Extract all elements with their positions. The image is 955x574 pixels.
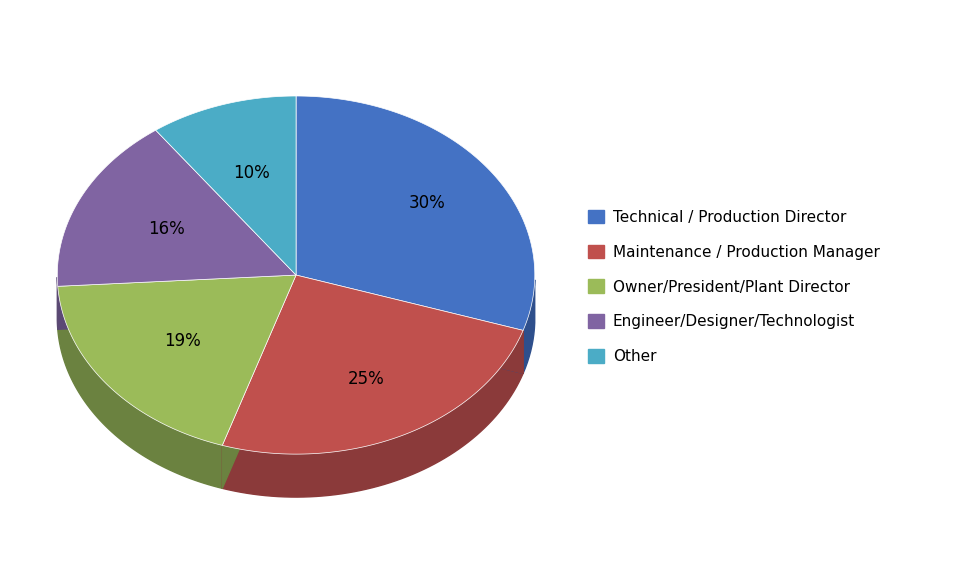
- Polygon shape: [223, 275, 296, 488]
- Polygon shape: [156, 96, 296, 275]
- Polygon shape: [223, 275, 523, 454]
- Legend: Technical / Production Director, Maintenance / Production Manager, Owner/Preside: Technical / Production Director, Mainten…: [581, 202, 887, 372]
- Polygon shape: [523, 280, 535, 373]
- Polygon shape: [296, 275, 523, 373]
- Polygon shape: [223, 275, 296, 488]
- Polygon shape: [57, 275, 296, 329]
- Text: 10%: 10%: [233, 164, 270, 182]
- Text: 30%: 30%: [409, 195, 446, 212]
- Polygon shape: [296, 96, 535, 331]
- Polygon shape: [57, 275, 296, 445]
- Text: 19%: 19%: [164, 332, 202, 350]
- Text: 25%: 25%: [349, 370, 385, 388]
- Polygon shape: [57, 130, 296, 286]
- Polygon shape: [296, 275, 523, 373]
- Polygon shape: [57, 286, 223, 488]
- Text: 16%: 16%: [148, 220, 185, 238]
- Polygon shape: [223, 331, 523, 497]
- Polygon shape: [57, 275, 296, 329]
